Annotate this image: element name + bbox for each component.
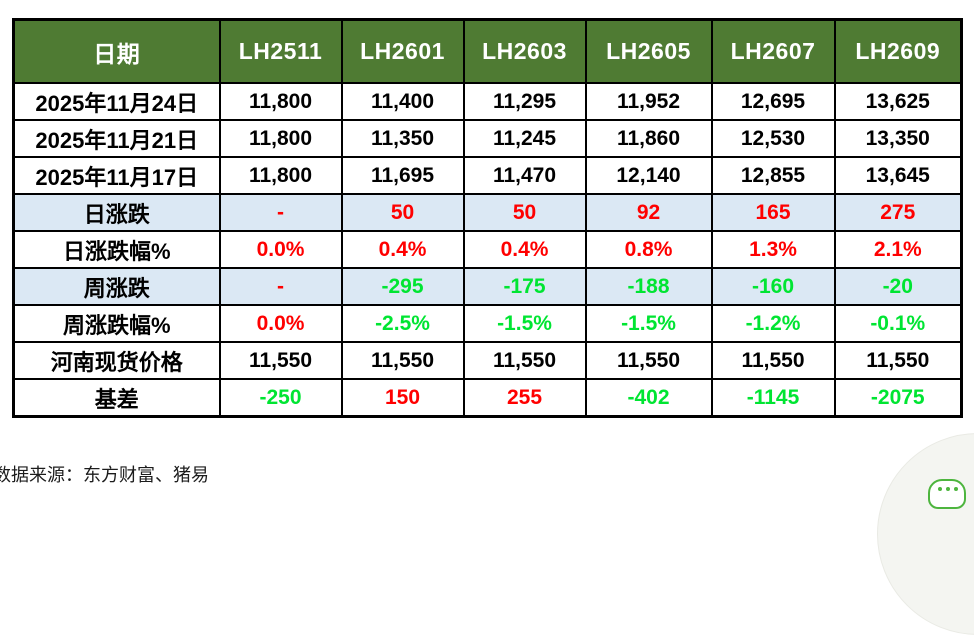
value-cell: 11,800 bbox=[218, 119, 343, 158]
row-label: 基差 bbox=[12, 378, 221, 418]
contract-column-header: LH2609 bbox=[833, 18, 963, 84]
row-label: 周涨跌幅% bbox=[12, 304, 221, 343]
row-label: 2025年11月24日 bbox=[12, 82, 221, 121]
value-cell: 11,400 bbox=[340, 82, 465, 121]
table-header-row: 日期 LH2511 LH2601 LH2603 LH2605 LH2607 LH2609 bbox=[12, 18, 963, 84]
value-cell: 255 bbox=[462, 378, 587, 418]
value-cell: -2075 bbox=[833, 378, 963, 418]
value-cell: -175 bbox=[462, 267, 587, 306]
table-body: 2025年11月24日 11,800 11,400 11,295 11,952 12,69… bbox=[12, 82, 963, 418]
table-row: 河南现货价格 11,550 11,550 11,550 11,550 11,550 11,5… bbox=[12, 341, 963, 380]
logo-dot bbox=[938, 487, 942, 491]
value-cell: 12,855 bbox=[710, 156, 836, 195]
table-row: 周涨跌 - -295 -175 -188 -160 -20 bbox=[12, 267, 963, 306]
value-cell: 1.3% bbox=[710, 230, 836, 269]
value-cell: 11,550 bbox=[584, 341, 713, 380]
logo-dot bbox=[946, 487, 950, 491]
value-cell: 0.4% bbox=[340, 230, 465, 269]
data-source-note: 数据来源：东方财富、猪易 bbox=[0, 465, 209, 486]
value-cell: 13,625 bbox=[833, 82, 963, 121]
contract-column-header: LH2607 bbox=[710, 18, 836, 84]
table-row: 2025年11月24日 11,800 11,400 11,295 11,952 12,69… bbox=[12, 82, 963, 121]
value-cell: 11,550 bbox=[340, 341, 465, 380]
date-column-header: 日期 bbox=[12, 18, 221, 84]
contract-column-header: LH2603 bbox=[462, 18, 587, 84]
value-cell: 92 bbox=[584, 193, 713, 232]
contract-column-header: LH2605 bbox=[584, 18, 713, 84]
futures-price-table: 日期 LH2511 LH2601 LH2603 LH2605 LH2607 LH2609 2… bbox=[12, 18, 963, 418]
value-cell: 11,245 bbox=[462, 119, 587, 158]
value-cell: -2.5% bbox=[340, 304, 465, 343]
value-cell: 13,645 bbox=[833, 156, 963, 195]
value-cell: 50 bbox=[462, 193, 587, 232]
value-cell: 11,800 bbox=[218, 156, 343, 195]
value-cell: 0.4% bbox=[462, 230, 587, 269]
value-cell: 12,140 bbox=[584, 156, 713, 195]
table-row: 2025年11月17日 11,800 11,695 11,470 12,140 12,85… bbox=[12, 156, 963, 195]
value-cell: 11,800 bbox=[218, 82, 343, 121]
value-cell: -1.2% bbox=[710, 304, 836, 343]
value-cell: -1145 bbox=[710, 378, 836, 418]
value-cell: 11,470 bbox=[462, 156, 587, 195]
value-cell: -0.1% bbox=[833, 304, 963, 343]
value-cell: -1.5% bbox=[584, 304, 713, 343]
table-row: 日涨跌 -50 50 92 165 275 bbox=[12, 193, 963, 232]
value-cell: 150 bbox=[340, 378, 465, 418]
value-cell: - bbox=[218, 193, 343, 232]
value-cell: 11,295 bbox=[462, 82, 587, 121]
logo-dot bbox=[954, 487, 958, 491]
table-row: 周涨跌幅% 0.0% -2.5% -1.5% -1.5% -1.2% -0.1% bbox=[12, 304, 963, 343]
table-row: 2025年11月21日 11,800 11,350 11,245 11,860 12,53… bbox=[12, 119, 963, 158]
value-cell: 11,550 bbox=[462, 341, 587, 380]
value-cell: 12,530 bbox=[710, 119, 836, 158]
row-label: 2025年11月21日 bbox=[12, 119, 221, 158]
value-cell: -250 bbox=[218, 378, 343, 418]
row-label: 日涨跌 bbox=[12, 193, 221, 232]
row-label: 河南现货价格 bbox=[12, 341, 221, 380]
contract-column-header: LH2511 bbox=[218, 18, 343, 84]
row-label: 2025年11月17日 bbox=[12, 156, 221, 195]
value-cell: 0.0% bbox=[218, 230, 343, 269]
value-cell: 11,952 bbox=[584, 82, 713, 121]
value-cell: 275 bbox=[833, 193, 963, 232]
value-cell: 11,550 bbox=[833, 341, 963, 380]
value-cell: 11,350 bbox=[340, 119, 465, 158]
value-cell: 11,860 bbox=[584, 119, 713, 158]
contract-column-header: LH2601 bbox=[340, 18, 465, 84]
value-cell: -402 bbox=[584, 378, 713, 418]
value-cell: 11,695 bbox=[340, 156, 465, 195]
row-label: 日涨跌幅% bbox=[12, 230, 221, 269]
value-cell: 11,550 bbox=[218, 341, 343, 380]
value-cell: 2.1% bbox=[833, 230, 963, 269]
value-cell: -160 bbox=[710, 267, 836, 306]
value-cell: 165 bbox=[710, 193, 836, 232]
value-cell: -188 bbox=[584, 267, 713, 306]
value-cell: 12,695 bbox=[710, 82, 836, 121]
value-cell: - bbox=[218, 267, 343, 306]
watermark-logo-icon bbox=[928, 479, 966, 509]
value-cell: -20 bbox=[833, 267, 963, 306]
value-cell: 50 bbox=[340, 193, 465, 232]
table-row: 基差 -250 150 255 -402 -1145 -2075 bbox=[12, 378, 963, 418]
watermark-circle bbox=[877, 433, 974, 635]
value-cell: -295 bbox=[340, 267, 465, 306]
value-cell: 11,550 bbox=[710, 341, 836, 380]
page: { "chart_data": { "type": "table", "colu… bbox=[0, 18, 974, 635]
value-cell: 0.0% bbox=[218, 304, 343, 343]
row-label: 周涨跌 bbox=[12, 267, 221, 306]
value-cell: -1.5% bbox=[462, 304, 587, 343]
value-cell: 0.8% bbox=[584, 230, 713, 269]
value-cell: 13,350 bbox=[833, 119, 963, 158]
table-row: 日涨跌幅% 0.0% 0.4% 0.4% 0.8% 1.3% 2.1% bbox=[12, 230, 963, 269]
